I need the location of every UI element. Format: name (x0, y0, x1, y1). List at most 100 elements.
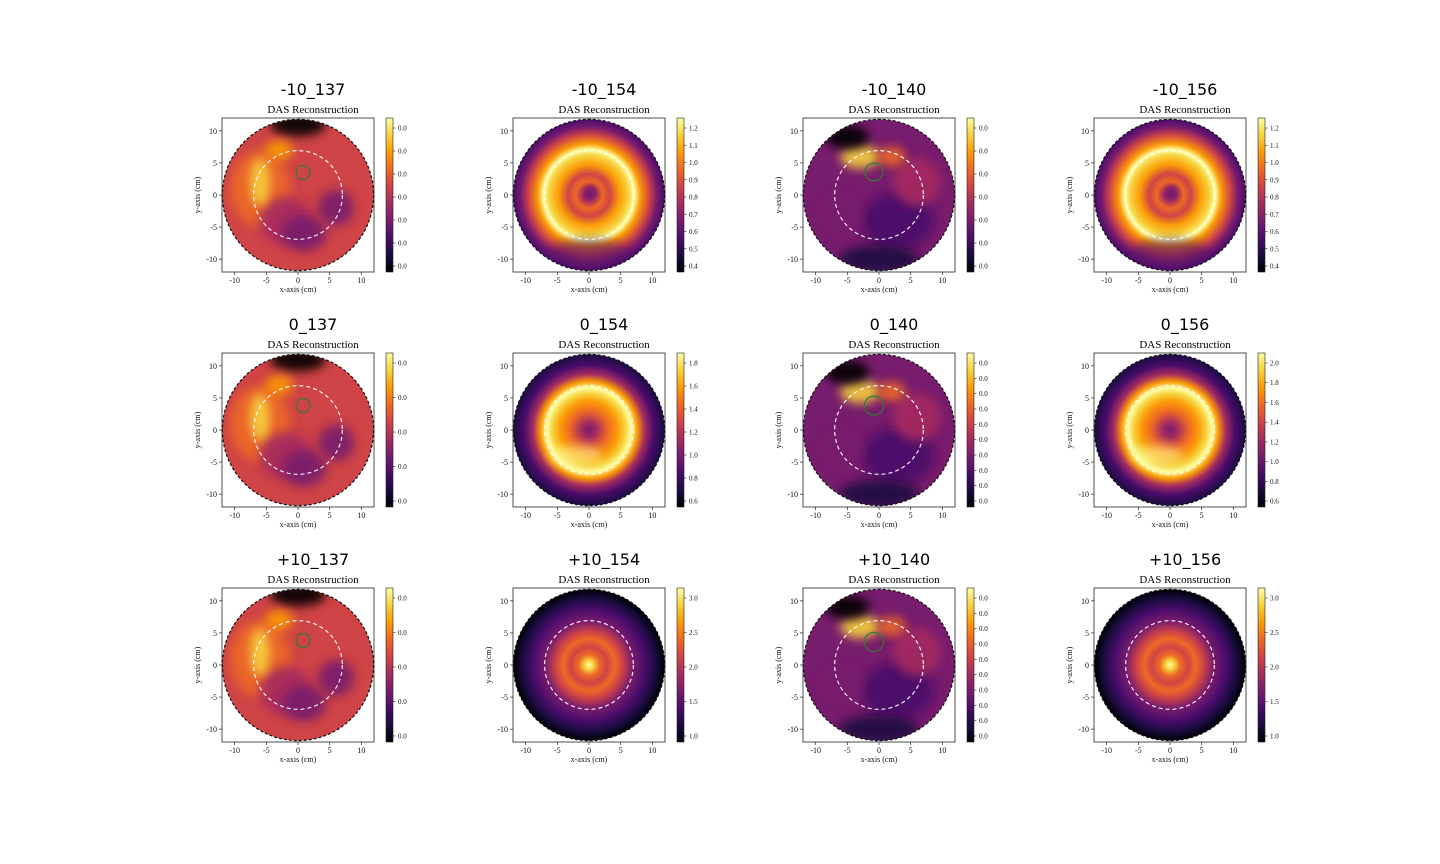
colorbar-tick-label: 0.0 (979, 656, 988, 664)
colorbar-tick-label: 0.0 (979, 125, 988, 133)
colorbar-tick-label: 0.0 (979, 467, 988, 475)
x-tick-label: 5 (909, 746, 913, 755)
target-marker-circle (295, 398, 311, 414)
x-tick-label: 0 (877, 746, 881, 755)
y-axis-label: y-axis (cm) (193, 646, 202, 683)
x-tick-label: 5 (1200, 511, 1204, 520)
dashed-region-circle (253, 620, 343, 710)
y-axis-label: y-axis (cm) (774, 646, 783, 683)
colorbar-tick-label: 3.0 (689, 595, 698, 603)
boundary-circle (802, 118, 956, 272)
boundary-circle (1093, 588, 1247, 742)
target-marker-circle (295, 633, 311, 649)
subplot-subtitle: DAS Reconstruction (558, 339, 650, 351)
subplot-title: 0_156 (1160, 315, 1210, 334)
subplot-subtitle: DAS Reconstruction (1139, 339, 1231, 351)
subplot-title: +10_154 (567, 550, 641, 569)
colorbar-tick-label: 1.2 (689, 429, 698, 437)
x-tick-label: -5 (263, 511, 270, 520)
colorbar-tick-label: 0.0 (979, 717, 988, 725)
subplot-panel: -10_156 DAS Reconstruction -10 -5 0 5 10 10 5 0 -5… (1065, 80, 1330, 314)
y-tick-label: 10 (790, 597, 798, 606)
subplot-subtitle: DAS Reconstruction (848, 574, 940, 586)
heatmap-plot: -10 -5 0 5 10 10 5 0 -5 -10 x-axis (cm) y-axis (cm)… (774, 352, 988, 529)
boundary-circle (221, 588, 375, 742)
x-tick-label: 0 (1168, 276, 1172, 285)
x-tick-label: 10 (357, 276, 365, 285)
x-tick-label: -5 (263, 746, 270, 755)
x-tick-label: 5 (1200, 746, 1204, 755)
heatmap-image (513, 119, 665, 271)
colorbar-tick-label: 0.0 (979, 671, 988, 679)
colorbar-tick-label: 0.0 (398, 595, 407, 603)
heatmap-image (513, 354, 665, 506)
colorbar-tick-label: 0.0 (398, 125, 407, 133)
subplot-subtitle: DAS Reconstruction (848, 104, 940, 116)
x-tick-label: -10 (229, 511, 240, 520)
x-axis-label: x-axis (cm) (1152, 285, 1189, 294)
colorbar-tick-label: 0.0 (398, 629, 407, 637)
dashed-region-circle (544, 150, 634, 240)
colorbar-tick-label: 0.8 (1270, 478, 1279, 486)
y-tick-label: 0 (794, 661, 798, 670)
colorbar-tick-label: 0.0 (398, 171, 407, 179)
y-axis-label: y-axis (cm) (193, 176, 202, 213)
y-tick-label: 5 (504, 629, 508, 638)
y-tick-label: -10 (497, 490, 508, 499)
colorbar-tick-label: 0.0 (398, 664, 407, 672)
x-tick-label: 0 (296, 511, 300, 520)
y-tick-label: 5 (1085, 394, 1089, 403)
colorbar (676, 352, 685, 508)
colorbar-tick-label: 0.0 (979, 452, 988, 460)
y-tick-label: 5 (213, 394, 217, 403)
colorbar (1257, 117, 1266, 273)
y-tick-label: 10 (209, 127, 217, 136)
colorbar-tick-label: 3.0 (1270, 595, 1279, 603)
y-tick-label: 5 (794, 159, 798, 168)
y-tick-label: 5 (213, 629, 217, 638)
colorbar-tick-label: 0.0 (398, 733, 407, 741)
heatmap-image (222, 589, 374, 741)
x-tick-label: 0 (877, 276, 881, 285)
colorbar (966, 352, 975, 508)
y-tick-label: -5 (501, 693, 508, 702)
x-tick-label: 10 (938, 511, 946, 520)
x-tick-label: 0 (587, 746, 591, 755)
x-tick-label: 0 (877, 511, 881, 520)
y-tick-label: 0 (1085, 661, 1089, 670)
colorbar-tick-label: 0.7 (1270, 211, 1279, 219)
y-tick-label: 0 (1085, 426, 1089, 435)
subplot-panel: +10_156 DAS Reconstruction -10 -5 0 5 10 10 5 0 -5… (1065, 550, 1330, 784)
colorbar-tick-label: 0.0 (398, 194, 407, 202)
y-tick-label: -10 (497, 725, 508, 734)
y-tick-label: 5 (1085, 159, 1089, 168)
x-tick-label: 5 (909, 276, 913, 285)
colorbar (385, 117, 394, 273)
y-tick-label: 10 (209, 597, 217, 606)
colorbar-tick-label: 1.6 (689, 383, 698, 391)
y-tick-label: 0 (213, 191, 217, 200)
subplot-subtitle: DAS Reconstruction (267, 574, 359, 586)
colorbar-tick-label: 0.0 (398, 148, 407, 156)
colorbar (966, 587, 975, 743)
y-tick-label: -5 (791, 693, 798, 702)
dashed-region-circle (253, 385, 343, 475)
heatmap-image (1094, 354, 1246, 506)
x-axis-label: x-axis (cm) (861, 755, 898, 764)
x-tick-label: -10 (810, 746, 821, 755)
colorbar-tick-label: 0.9 (689, 176, 698, 184)
heatmap-plot: -10 -5 0 5 10 10 5 0 -5 -10 x-axis (cm) y-axis (cm)… (484, 587, 698, 764)
colorbar-tick-label: 0.0 (979, 148, 988, 156)
subplot-title: -10_154 (571, 80, 637, 99)
colorbar-tick-label: 1.0 (689, 452, 698, 460)
x-tick-label: -5 (844, 746, 851, 755)
colorbar-tick-label: 0.0 (979, 375, 988, 383)
y-tick-label: 10 (1081, 597, 1089, 606)
colorbar-tick-label: 2.0 (689, 664, 698, 672)
heatmap-plot: -10 -5 0 5 10 10 5 0 -5 -10 x-axis (cm) y-axis (cm)… (484, 117, 698, 294)
x-tick-label: 10 (938, 746, 946, 755)
boundary-circle (802, 588, 956, 742)
colorbar-tick-label: 0.6 (689, 498, 698, 506)
heatmap-image (222, 119, 374, 271)
subplot-panel: 0_154 DAS Reconstruction -10 -5 0 5 10 10 5 0 -5 -1… (484, 315, 749, 549)
